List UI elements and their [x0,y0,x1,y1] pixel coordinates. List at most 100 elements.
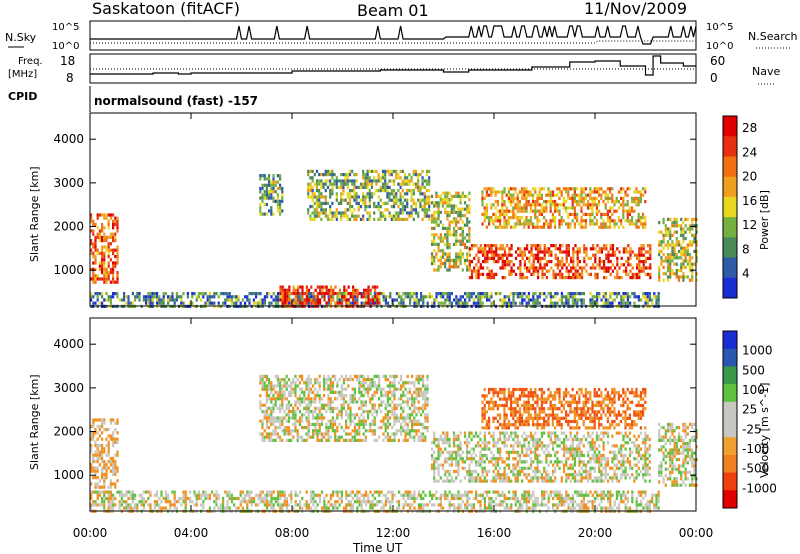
scatter-cell [333,179,336,183]
scatter-cell [279,490,282,494]
scatter-cell [631,206,634,210]
scatter-cell [309,381,312,385]
scatter-cell [479,244,482,248]
scatter-cell [576,276,579,280]
scatter-cell [543,209,546,213]
scatter-cell [675,224,678,228]
scatter-cell [320,195,323,199]
scatter-cell [320,438,323,442]
scatter-cell [437,201,440,205]
scatter-cell [691,227,694,231]
scatter-cell [412,208,415,212]
scatter-cell [525,187,528,191]
scatter-cell [613,203,616,207]
scatter-cell [428,189,431,193]
scatter-cell [604,493,607,497]
scatter-cell [415,496,418,501]
scatter-cell [342,397,345,401]
scatter-cell [620,298,623,302]
scatter-cell [98,490,101,494]
scatter-cell [307,374,310,378]
scatter-cell [565,493,568,497]
scatter-cell [323,503,326,507]
scatter-cell [640,247,643,251]
scatter-cell [322,173,325,177]
scatter-cell [380,506,383,510]
scatter-cell [439,220,442,224]
scatter-cell [655,496,658,501]
scatter-cell [512,200,515,204]
scatter-cell [598,200,601,204]
scatter-cell [281,298,284,302]
scatter-cell [352,295,355,299]
scatter-cell [327,378,330,382]
scatter-cell [351,506,354,510]
scatter-cell [481,292,484,296]
scatter-cell [331,189,334,193]
scatter-cell [323,500,326,504]
scatter-cell [666,278,670,282]
scatter-cell [510,269,513,273]
scatter-cell [116,450,119,454]
scatter-cell [598,225,601,229]
scatter-cell [116,223,119,227]
scatter-cell [327,394,330,398]
scatter-cell [376,298,379,302]
scatter-cell [426,295,429,299]
scatter-cell [470,490,473,494]
scatter-cell [642,247,645,251]
scatter-cell [559,247,562,251]
scatter-cell [281,199,284,203]
scatter-cell [501,212,504,216]
scatter-cell [452,258,456,262]
scatter-cell [105,213,108,217]
scatter-cell [507,196,510,200]
scatter-cell [107,298,110,302]
scatter-cell [215,496,218,501]
scatter-cell [640,260,643,264]
scatter-cell [592,266,595,270]
scatter-cell [340,214,343,218]
scatter-cell [642,496,645,501]
scatter-cell [331,381,334,385]
scatter-cell [421,208,424,212]
scatter-cell [390,217,393,221]
scatter-cell [312,422,315,426]
scatter-cell [439,295,442,299]
scatter-cell [329,189,332,193]
scatter-cell [446,236,449,240]
scatter-cell [420,496,423,501]
scatter-cell [633,272,636,276]
scatter-cell [490,203,493,207]
scatter-cell [628,206,631,210]
scatter-cell [441,252,445,256]
scatter-cell [259,496,262,501]
scatter-cell [352,298,355,302]
scatter-cell [281,291,284,296]
scatter-cell [333,214,336,218]
scatter-cell [514,301,517,305]
scatter-cell [633,301,636,305]
scatter-cell [96,496,99,501]
scatter-cell [602,200,605,204]
scatter-cell [507,193,510,197]
scatter-cell [695,249,698,253]
scatter-cell [283,429,286,433]
scatter-cell [649,247,652,251]
scatter-cell [450,493,453,497]
scatter-cell [109,469,112,473]
scatter-cell [626,187,629,191]
scatter-cell [103,232,106,236]
scatter-cell [112,213,115,217]
scatter-cell [637,493,640,497]
scatter-cell [281,288,284,292]
scatter-cell [94,235,97,239]
scatter-cell [90,496,93,501]
scatter-cell [101,466,104,470]
scatter-cell [384,173,387,177]
scatter-cell [637,219,640,223]
scatter-cell [324,211,327,215]
scatter-cell [613,200,616,204]
scatter-cell [609,190,612,194]
scatter-cell [90,295,93,299]
